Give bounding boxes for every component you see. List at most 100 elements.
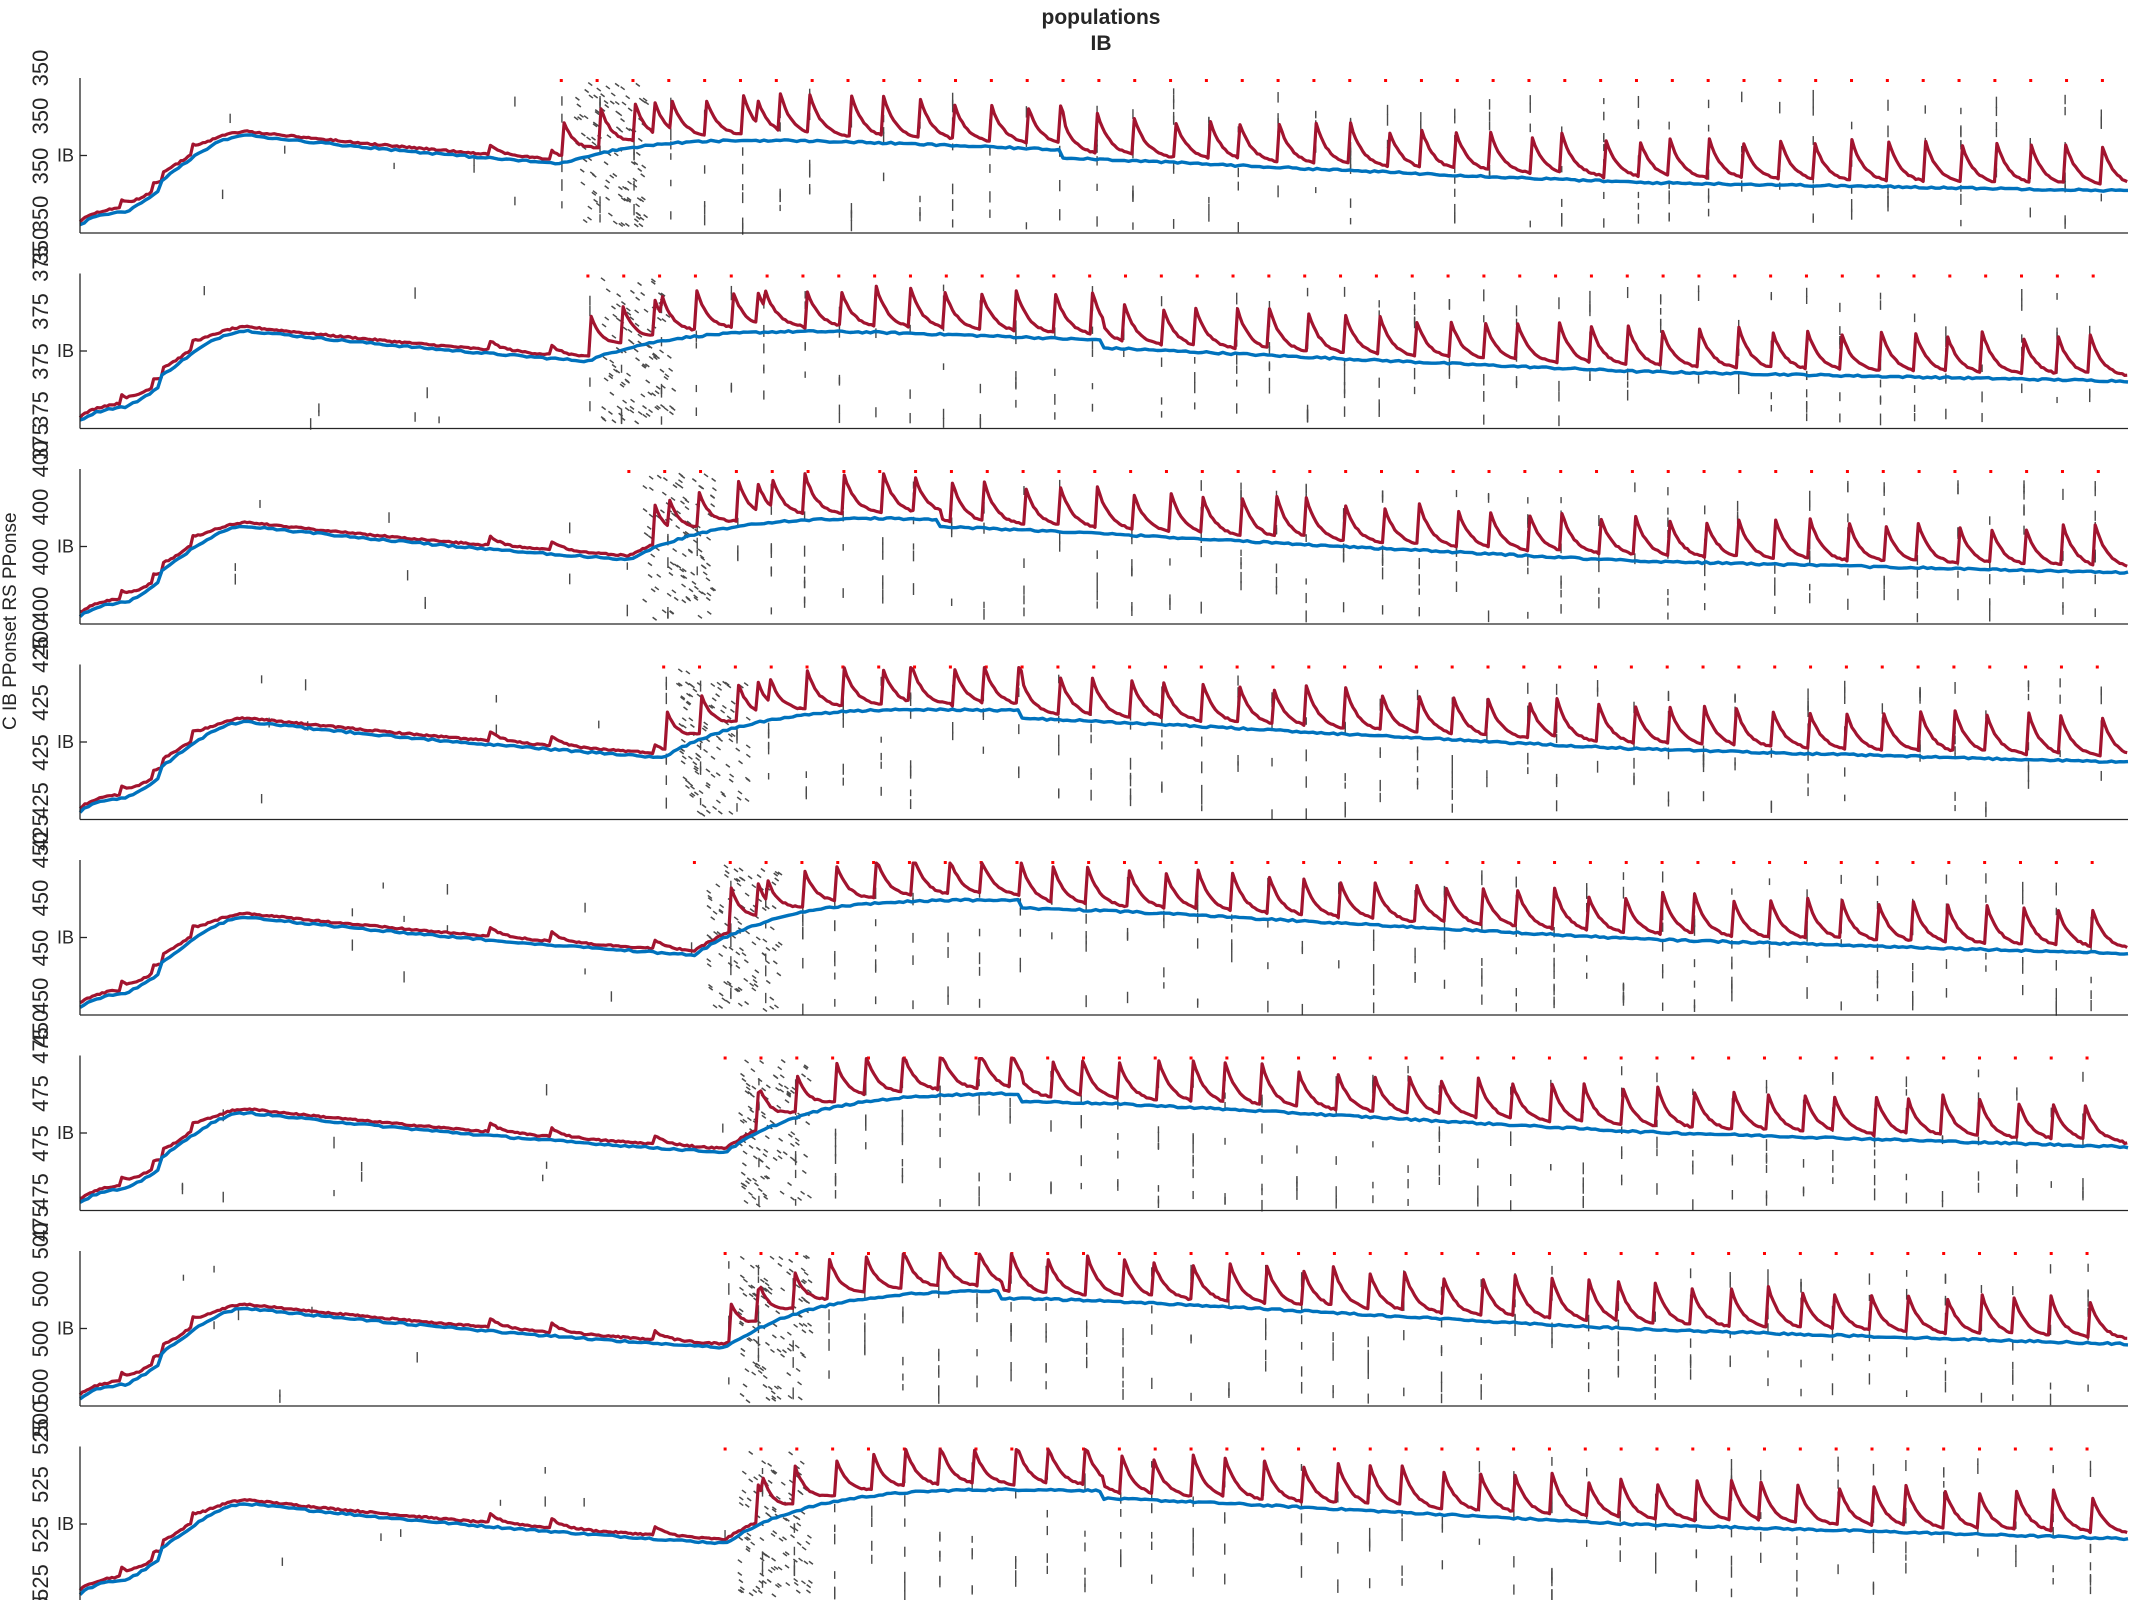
panel-ylabel: 500	[28, 1321, 53, 1358]
raster-burst-tick	[771, 904, 777, 910]
raster-burst-tick	[772, 1530, 778, 1535]
raster-burst-tick	[771, 1557, 776, 1562]
raster-burst-tick	[762, 1383, 768, 1389]
raster-burst-tick	[640, 173, 646, 178]
raster-burst-tick	[782, 1552, 788, 1557]
stimulus-marker	[806, 470, 810, 473]
raster-burst-tick	[682, 496, 688, 501]
panel-ylabel: 375	[28, 245, 53, 282]
stimulus-marker	[1942, 1056, 1946, 1060]
stimulus-marker	[1942, 1252, 1946, 1255]
stimulus-marker	[1727, 1056, 1731, 1060]
stimulus-marker	[1691, 1252, 1695, 1255]
raster-burst-tick	[762, 1153, 768, 1158]
raster-burst-tick	[646, 525, 652, 530]
stimulus-marker	[1297, 1447, 1301, 1451]
stimulus-marker	[1880, 665, 1884, 669]
raster-burst-tick	[606, 134, 612, 139]
red-series-line	[79, 472, 2128, 614]
stimulus-marker	[1732, 861, 1736, 864]
raster-burst-tick	[738, 760, 743, 765]
raster-burst-tick	[684, 505, 690, 511]
raster-burst-tick	[778, 1137, 784, 1142]
raster-burst-tick	[643, 308, 649, 313]
stimulus-marker	[1276, 79, 1280, 82]
stimulus-marker	[1307, 665, 1311, 669]
raster-burst-tick	[798, 1557, 804, 1562]
panel-ylabel: 375	[28, 343, 53, 380]
stimulus-marker	[631, 79, 635, 82]
raster-burst-tick	[757, 1369, 763, 1375]
raster-burst-tick	[647, 573, 653, 579]
raster-burst-tick	[579, 168, 585, 173]
stimulus-marker	[831, 1252, 835, 1255]
blue-series-line	[78, 515, 2129, 618]
stimulus-marker	[1092, 665, 1096, 669]
raster-burst-tick	[771, 1506, 777, 1511]
panel-ylabel: 350	[28, 98, 53, 135]
raster-burst-tick	[786, 1090, 792, 1095]
raster-burst-tick	[696, 810, 702, 815]
raster-burst-tick	[701, 803, 707, 809]
stimulus-marker	[759, 1447, 763, 1451]
raster-burst-tick	[754, 1364, 760, 1369]
stimulus-marker	[2029, 79, 2033, 82]
raster-burst-tick	[767, 1479, 773, 1484]
raster-burst-tick	[743, 977, 749, 983]
raster-burst-tick	[776, 1348, 782, 1353]
raster-burst-tick	[800, 1190, 806, 1195]
stimulus-marker	[2049, 1056, 2053, 1060]
raster-burst-tick	[769, 926, 775, 931]
raster-burst-tick	[753, 983, 759, 988]
raster-burst-tick	[753, 1476, 759, 1481]
raster-burst-tick	[758, 1474, 764, 1479]
raster-burst-tick	[580, 132, 586, 137]
stimulus-marker	[2054, 861, 2058, 864]
stimulus-marker	[1332, 1447, 1336, 1451]
stimulus-marker	[1630, 470, 1634, 473]
raster-burst-tick	[651, 392, 657, 397]
raster-burst-tick	[771, 1508, 777, 1513]
raster-burst-tick	[707, 983, 713, 989]
raster-burst-tick	[775, 1495, 781, 1500]
stimulus-markers	[692, 861, 2094, 864]
raster-burst-tick	[718, 952, 724, 958]
stimulus-marker	[949, 470, 953, 473]
stimulus-marker	[1384, 79, 1388, 82]
raster-burst-tick	[582, 218, 588, 224]
raster-burst-tick	[682, 574, 688, 580]
stimulus-marker	[873, 274, 877, 278]
raster-burst-tick	[741, 1489, 747, 1494]
raster-burst-tick	[752, 1361, 758, 1366]
raster-burst-tick	[637, 167, 643, 172]
raster-burst-tick	[621, 101, 627, 106]
stimulus-marker	[1993, 79, 1997, 82]
stimulus-marker	[1665, 665, 1669, 669]
raster-burst-tick	[688, 549, 693, 554]
stimulus-marker	[943, 861, 947, 864]
raster-burst-tick	[761, 1087, 767, 1092]
raster-burst-tick	[749, 908, 755, 913]
raster-burst-tick	[610, 92, 616, 97]
stimulus-marker	[1655, 1252, 1659, 1255]
raster-burst-tick	[644, 100, 650, 106]
raster-burst-tick	[735, 987, 741, 993]
raster-burst-tick	[779, 1088, 785, 1093]
raster-burst-tick	[671, 589, 677, 594]
raster-burst-tick	[654, 406, 660, 411]
raster-burst-tick	[592, 123, 598, 128]
raster-burst-tick	[718, 992, 724, 997]
stimulus-marker	[1051, 861, 1055, 864]
raster-burst-tick	[680, 760, 686, 765]
stimulus-marker	[1261, 1252, 1265, 1255]
raster-burst-tick	[698, 590, 704, 595]
raster-burst-tick	[746, 1532, 752, 1537]
raster-burst-tick	[718, 909, 724, 914]
raster-burst-tick	[659, 509, 665, 514]
raster-burst-tick	[664, 373, 670, 378]
raster-burst-tick	[741, 1185, 747, 1190]
stimulus-marker	[1517, 861, 1521, 864]
raster-burst-tick	[605, 179, 611, 184]
stimulus-marker	[2049, 1252, 2053, 1255]
raster-burst-tick	[629, 289, 635, 294]
